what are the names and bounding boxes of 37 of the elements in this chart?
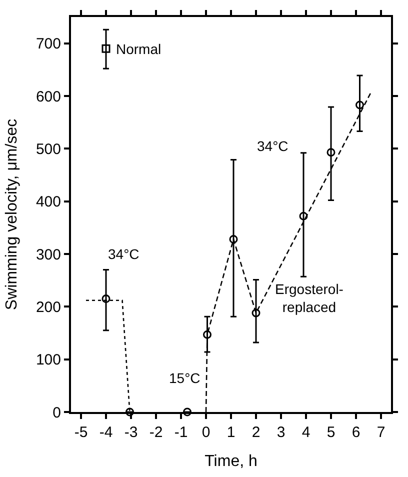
x-axis-title: Time, h	[204, 453, 258, 470]
point	[183, 408, 192, 416]
y-tick-label: 300	[36, 246, 61, 264]
x-tick-label: -2	[149, 424, 163, 441]
y-tick-label: 200	[36, 298, 61, 316]
x-tick-label: 3	[276, 424, 286, 441]
point	[229, 235, 238, 244]
point	[102, 44, 110, 53]
y-tick-label: 100	[36, 352, 61, 369]
annotation: 15°C	[169, 370, 200, 386]
x-tick-label: 2	[252, 424, 260, 441]
y-tick-label: 400	[36, 194, 61, 211]
annotation: 34°C	[108, 246, 140, 262]
x-tick-label: -4	[99, 424, 113, 441]
y-tick-label: 700	[36, 36, 61, 53]
y-axis-title: Swimming velocity, μm/sec	[3, 118, 20, 310]
annotation: Normal	[116, 41, 162, 57]
x-tick-label: -3	[124, 424, 138, 441]
point	[102, 294, 110, 304]
point	[203, 330, 212, 339]
x-tick-label: -5	[74, 424, 88, 441]
point	[326, 148, 336, 157]
y-tick-label: 0	[52, 404, 61, 422]
point	[252, 308, 260, 318]
annotation: 34°C	[257, 138, 288, 154]
point	[299, 212, 308, 220]
x-tick-label: 7	[376, 424, 386, 441]
point	[356, 100, 364, 110]
x-tick-label: 4	[302, 424, 310, 441]
x-tick-label: 1	[226, 424, 236, 441]
y-tick-label: 500	[36, 140, 61, 158]
y-tick-label: 600	[36, 88, 61, 106]
annotation: Ergosterol- replaced	[275, 281, 344, 316]
x-tick-label: 0	[202, 424, 210, 441]
x-tick-label: -1	[174, 424, 188, 441]
x-tick-label: 5	[326, 424, 336, 441]
x-tick-label: 6	[352, 424, 360, 441]
